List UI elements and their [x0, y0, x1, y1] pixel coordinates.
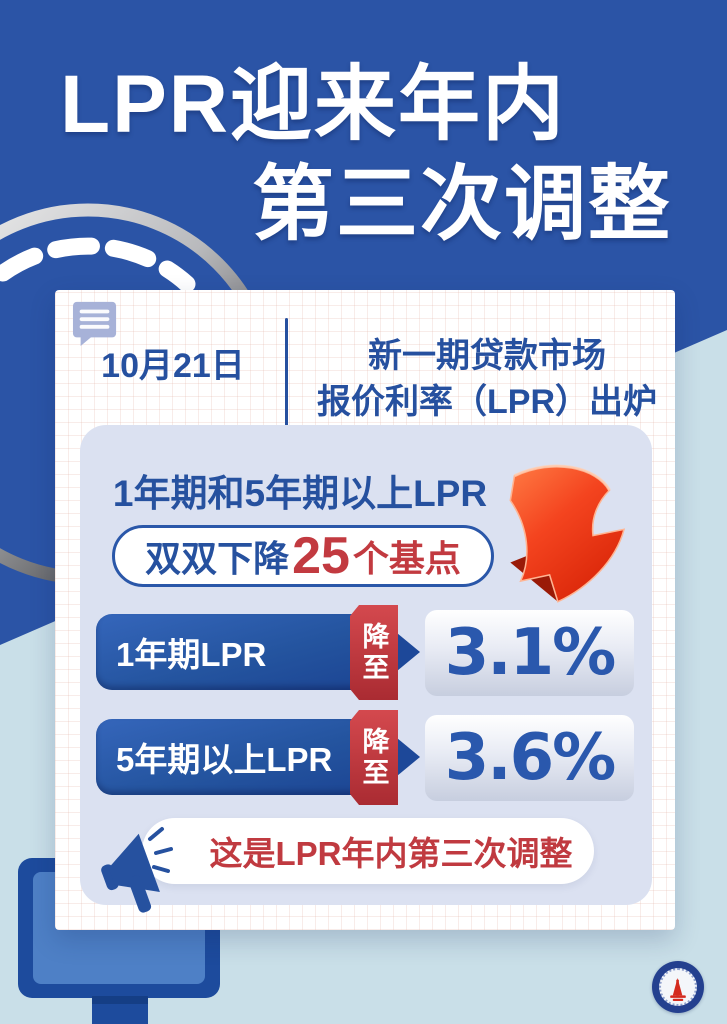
bar-arrow-tip	[397, 633, 420, 671]
drop-to-ribbon: 降至	[350, 710, 398, 805]
drop-to-text: 降至	[358, 621, 389, 684]
rate-value: 3.1%	[444, 616, 616, 690]
footnote-pill: 这是LPR年内第三次调整	[142, 818, 594, 884]
footnote-text: 这是LPR年内第三次调整	[209, 835, 573, 872]
monitor-stand-cap	[92, 996, 148, 1004]
drop-pill-prefix: 双双下降	[145, 538, 290, 579]
down-arrow-3d-icon	[509, 464, 626, 603]
rate-label: 5年期以上LPR	[116, 741, 333, 778]
rate-bar: 1年期LPR	[96, 614, 398, 690]
rates-panel: 1年期和5年期以上LPR 双双下降 25 个基点	[80, 425, 652, 913]
drop-amount-pill: 双双下降 25 个基点	[112, 525, 494, 587]
drop-pill-value: 25	[292, 527, 350, 585]
rate-bar: 5年期以上LPR	[96, 719, 398, 795]
date-label: 10月21日	[101, 347, 245, 385]
panel-heading: 1年期和5年期以上LPR	[112, 473, 488, 514]
bar-arrow-tip	[397, 738, 420, 776]
rate-row-5yr: 5年期以上LPR 降至 3.6%	[80, 710, 652, 810]
megaphone-icon	[101, 827, 173, 913]
xinhua-logo	[652, 961, 704, 1013]
headline-text: 新一期贷款市场 报价利率（LPR）出炉	[303, 334, 671, 426]
drop-pill-suffix: 个基点	[352, 538, 461, 579]
poster-title-line1: LPR迎来年内	[60, 59, 567, 150]
rate-value-box: 3.6%	[425, 715, 634, 801]
drop-to-text: 降至	[358, 726, 389, 789]
drop-to-ribbon: 降至	[350, 605, 398, 700]
rate-row-1yr: 1年期LPR 降至 3.1%	[80, 605, 652, 705]
rate-value: 3.6%	[444, 721, 616, 795]
rate-value-box: 3.1%	[425, 610, 634, 696]
rate-label: 1年期LPR	[116, 636, 267, 673]
tower-glyph	[670, 978, 686, 1001]
headline-line2: 报价利率（LPR）出炉	[317, 382, 657, 421]
poster-title-line2: 第三次调整	[252, 159, 673, 250]
headline-line1: 新一期贷款市场	[368, 337, 606, 375]
header-divider	[285, 318, 288, 438]
content-card: 10月21日 新一期贷款市场 报价利率（LPR）出炉 1年期和5年期以上LPR …	[55, 290, 675, 930]
xinhua-logo-emblem	[659, 968, 697, 1006]
speech-bubble-icon	[72, 301, 117, 346]
